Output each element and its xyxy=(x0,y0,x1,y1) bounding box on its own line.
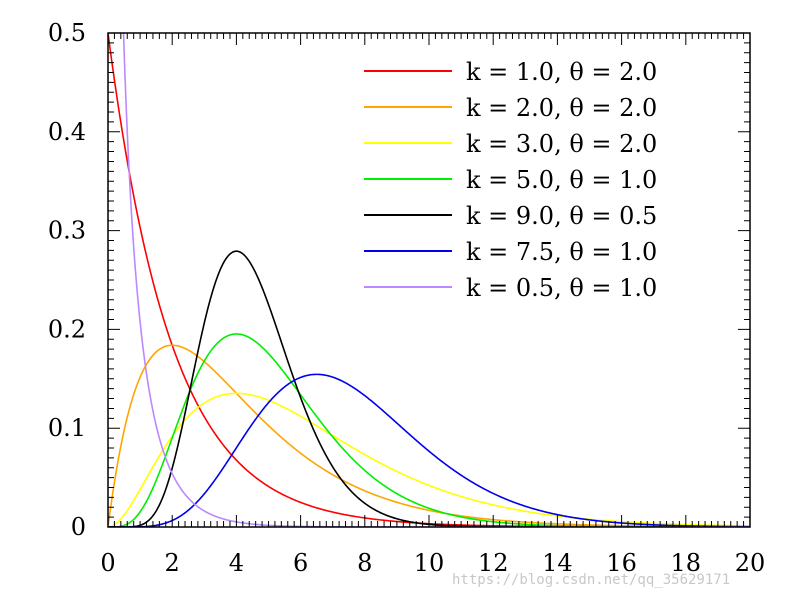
y-tick-labels: 0 0.1 0.2 0.3 0.4 0.5 xyxy=(48,19,86,541)
series-line-4 xyxy=(108,333,750,527)
legend-label-6: k = 7.5, θ = 1.0 xyxy=(466,238,657,266)
series-line-2 xyxy=(108,344,750,527)
y-tick-label: 0.4 xyxy=(48,118,86,146)
y-tick-label: 0.2 xyxy=(48,315,86,343)
legend-label-7: k = 0.5, θ = 1.0 xyxy=(466,274,657,302)
x-tick-label: 10 xyxy=(414,549,445,577)
x-tick-label: 6 xyxy=(293,549,308,577)
legend-label-4: k = 5.0, θ = 1.0 xyxy=(466,166,657,194)
y-tick-label: 0.3 xyxy=(48,217,86,245)
y-tick-label: 0 xyxy=(71,513,86,541)
legend-label-2: k = 2.0, θ = 2.0 xyxy=(466,94,657,122)
x-tick-label: 12 xyxy=(478,549,509,577)
series-line-6 xyxy=(108,373,750,527)
watermark: https://blog.csdn.net/qq_35629171 xyxy=(452,572,730,588)
x-tick-label: 18 xyxy=(671,549,702,577)
x-tick-label: 20 xyxy=(735,549,766,577)
y-tick-label: 0.5 xyxy=(48,19,86,47)
x-tick-label: 14 xyxy=(542,549,573,577)
series-line-3 xyxy=(108,392,750,527)
x-tick-label: 4 xyxy=(229,549,244,577)
x-tick-labels: 0 2 4 6 8 10 12 14 16 18 20 xyxy=(100,549,765,577)
legend-label-5: k = 9.0, θ = 0.5 xyxy=(466,202,657,230)
legend-label-1: k = 1.0, θ = 2.0 xyxy=(466,58,657,86)
y-tick-label: 0.1 xyxy=(48,414,86,442)
x-tick-label: 2 xyxy=(165,549,180,577)
x-tick-label: 8 xyxy=(357,549,372,577)
legend: k = 1.0, θ = 2.0 k = 2.0, θ = 2.0 k = 3.0,… xyxy=(364,58,657,302)
plot-frame xyxy=(107,32,751,528)
x-tick-label: 0 xyxy=(100,549,115,577)
x-tick-label: 16 xyxy=(606,549,637,577)
legend-label-3: k = 3.0, θ = 2.0 xyxy=(466,130,657,158)
